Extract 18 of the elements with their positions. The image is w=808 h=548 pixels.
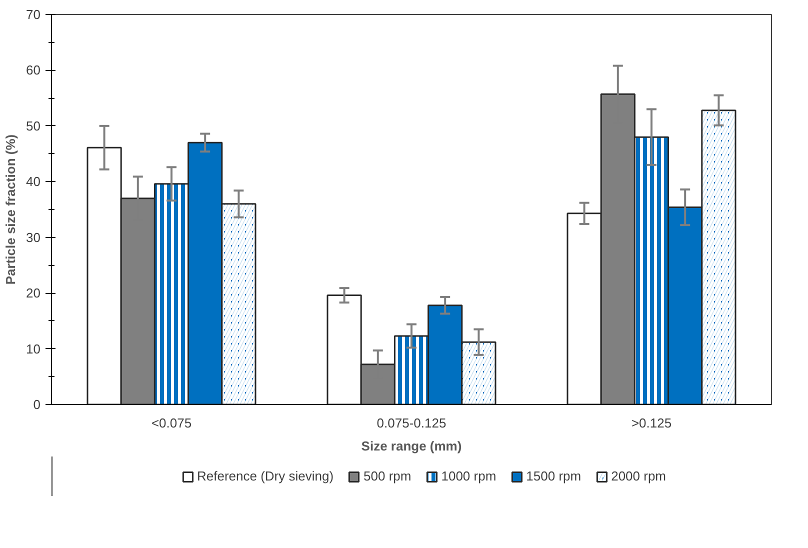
y-tick-label: 50 xyxy=(26,118,41,134)
x-tick-label: <0.075 xyxy=(151,416,192,430)
legend-label: 1000 rpm xyxy=(441,468,496,484)
y-tick-label: 10 xyxy=(26,341,41,356)
x-axis-title: Size range (mm) xyxy=(361,438,462,454)
legend-label: 1500 rpm xyxy=(526,468,582,484)
legend-label: 500 rpm xyxy=(364,468,412,484)
x-tick-label: 0.075-0.125 xyxy=(376,416,446,430)
y-tick-label: 20 xyxy=(26,286,41,301)
y-tick-label: 40 xyxy=(26,174,41,190)
y-axis-title: Particle size fraction (%) xyxy=(3,134,18,285)
y-tick-label: 60 xyxy=(26,62,41,78)
legend-label: Reference (Dry sieving) xyxy=(196,468,334,484)
y-tick-label: 70 xyxy=(26,7,41,22)
legend-label: 2000 rpm xyxy=(611,468,666,484)
x-tick-label: >0.125 xyxy=(631,416,672,430)
y-tick-label: 0 xyxy=(33,397,41,412)
y-tick-label: 30 xyxy=(26,230,41,245)
